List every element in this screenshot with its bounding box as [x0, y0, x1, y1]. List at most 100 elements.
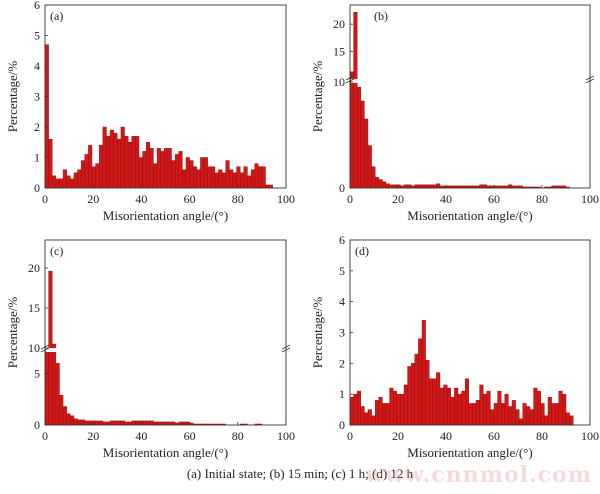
bar	[200, 157, 205, 189]
bar	[66, 413, 71, 426]
x-tick-label: 100	[581, 192, 599, 206]
y-tick-label: 1	[34, 151, 40, 165]
bar	[236, 166, 241, 189]
bar	[185, 157, 190, 189]
bar	[414, 353, 419, 426]
bar	[479, 184, 484, 189]
bar	[425, 184, 430, 189]
bar	[493, 403, 498, 426]
bar	[393, 390, 398, 426]
x-tick-label: 60	[184, 429, 196, 443]
x-tick-label: 40	[135, 192, 147, 206]
bar	[497, 390, 502, 426]
x-tick-label: 0	[42, 429, 48, 443]
x-tick-label: 80	[232, 429, 244, 443]
axis-break-gap	[46, 348, 285, 352]
bar	[364, 118, 369, 189]
bar	[59, 394, 64, 426]
bar	[240, 172, 245, 189]
bar	[490, 409, 495, 426]
bar	[149, 148, 154, 189]
y-tick-label: 6	[34, 0, 40, 12]
bar	[55, 178, 60, 189]
bar	[364, 412, 369, 426]
axis-break-gap	[351, 78, 589, 83]
y-tick-label: 5	[34, 29, 40, 43]
x-tick-label: 20	[392, 429, 404, 443]
y-tick-label: 4	[34, 59, 40, 73]
bar	[84, 154, 89, 189]
bar	[156, 148, 161, 189]
bar	[185, 421, 190, 426]
x-tick-label: 60	[488, 429, 500, 443]
bar	[504, 393, 509, 426]
y-tick-label: 20	[333, 17, 345, 31]
bar	[91, 166, 96, 189]
bar	[153, 163, 158, 189]
x-tick-label: 100	[277, 192, 295, 206]
panel-c: 0 20 40 60 80 100 0 5 10 15 20 Misorientation angle…	[5, 239, 295, 460]
bar	[526, 406, 531, 426]
y-tick-label: 5	[34, 367, 40, 381]
watermark: www.cnnmol.com	[365, 462, 592, 488]
y-axis-label: Percentage/%	[310, 61, 325, 133]
y-tick-label: 2	[339, 356, 345, 370]
bar	[483, 393, 488, 426]
y-tick-label: 3	[34, 90, 40, 104]
bar	[232, 172, 237, 189]
x-tick-label: 60	[488, 192, 500, 206]
bar	[393, 184, 398, 189]
bar	[511, 400, 516, 426]
bar	[454, 387, 459, 426]
y-tick-label: 10	[333, 75, 345, 89]
bar	[382, 403, 387, 426]
bar	[182, 169, 187, 189]
y-tick-label: 4	[339, 295, 345, 309]
bar	[95, 420, 100, 426]
bar	[436, 183, 441, 189]
y-tick-label: 2	[34, 120, 40, 134]
bar	[178, 151, 183, 189]
bar	[102, 421, 107, 426]
bar	[131, 135, 136, 189]
bar	[382, 181, 387, 189]
x-tick-label: 40	[135, 429, 147, 443]
x-tick-label: 0	[42, 192, 48, 206]
y-tick-label: 0	[339, 418, 345, 432]
bar	[109, 420, 114, 426]
bar	[254, 163, 259, 189]
x-tick-label: 40	[440, 192, 452, 206]
bar	[367, 145, 372, 189]
bar	[537, 390, 542, 426]
bar	[146, 420, 151, 426]
bar	[472, 403, 477, 426]
bar	[149, 420, 154, 426]
x-tick-label: 100	[581, 429, 599, 443]
bar	[225, 160, 230, 189]
bar	[44, 350, 49, 426]
panel-label: (a)	[50, 9, 63, 23]
bar	[450, 397, 455, 426]
panel-label: (b)	[374, 9, 388, 23]
bar	[167, 421, 172, 426]
bar	[421, 319, 426, 426]
x-tick-label: 100	[277, 429, 295, 443]
x-tick-label: 20	[87, 429, 99, 443]
bar	[80, 419, 85, 426]
bar	[138, 157, 143, 189]
bar	[357, 390, 362, 426]
bar	[353, 393, 358, 426]
bar	[193, 166, 198, 189]
bar	[218, 169, 223, 189]
x-axis-label: Misorientation angle/(°)	[407, 208, 532, 223]
y-tick-label: 1	[339, 387, 345, 401]
bar	[88, 420, 93, 426]
bar	[367, 409, 372, 426]
bar	[375, 400, 380, 426]
bar	[52, 175, 57, 189]
bar	[196, 169, 201, 189]
bar	[113, 132, 118, 189]
bar	[421, 184, 426, 189]
bar	[62, 406, 67, 426]
bar	[124, 421, 129, 426]
